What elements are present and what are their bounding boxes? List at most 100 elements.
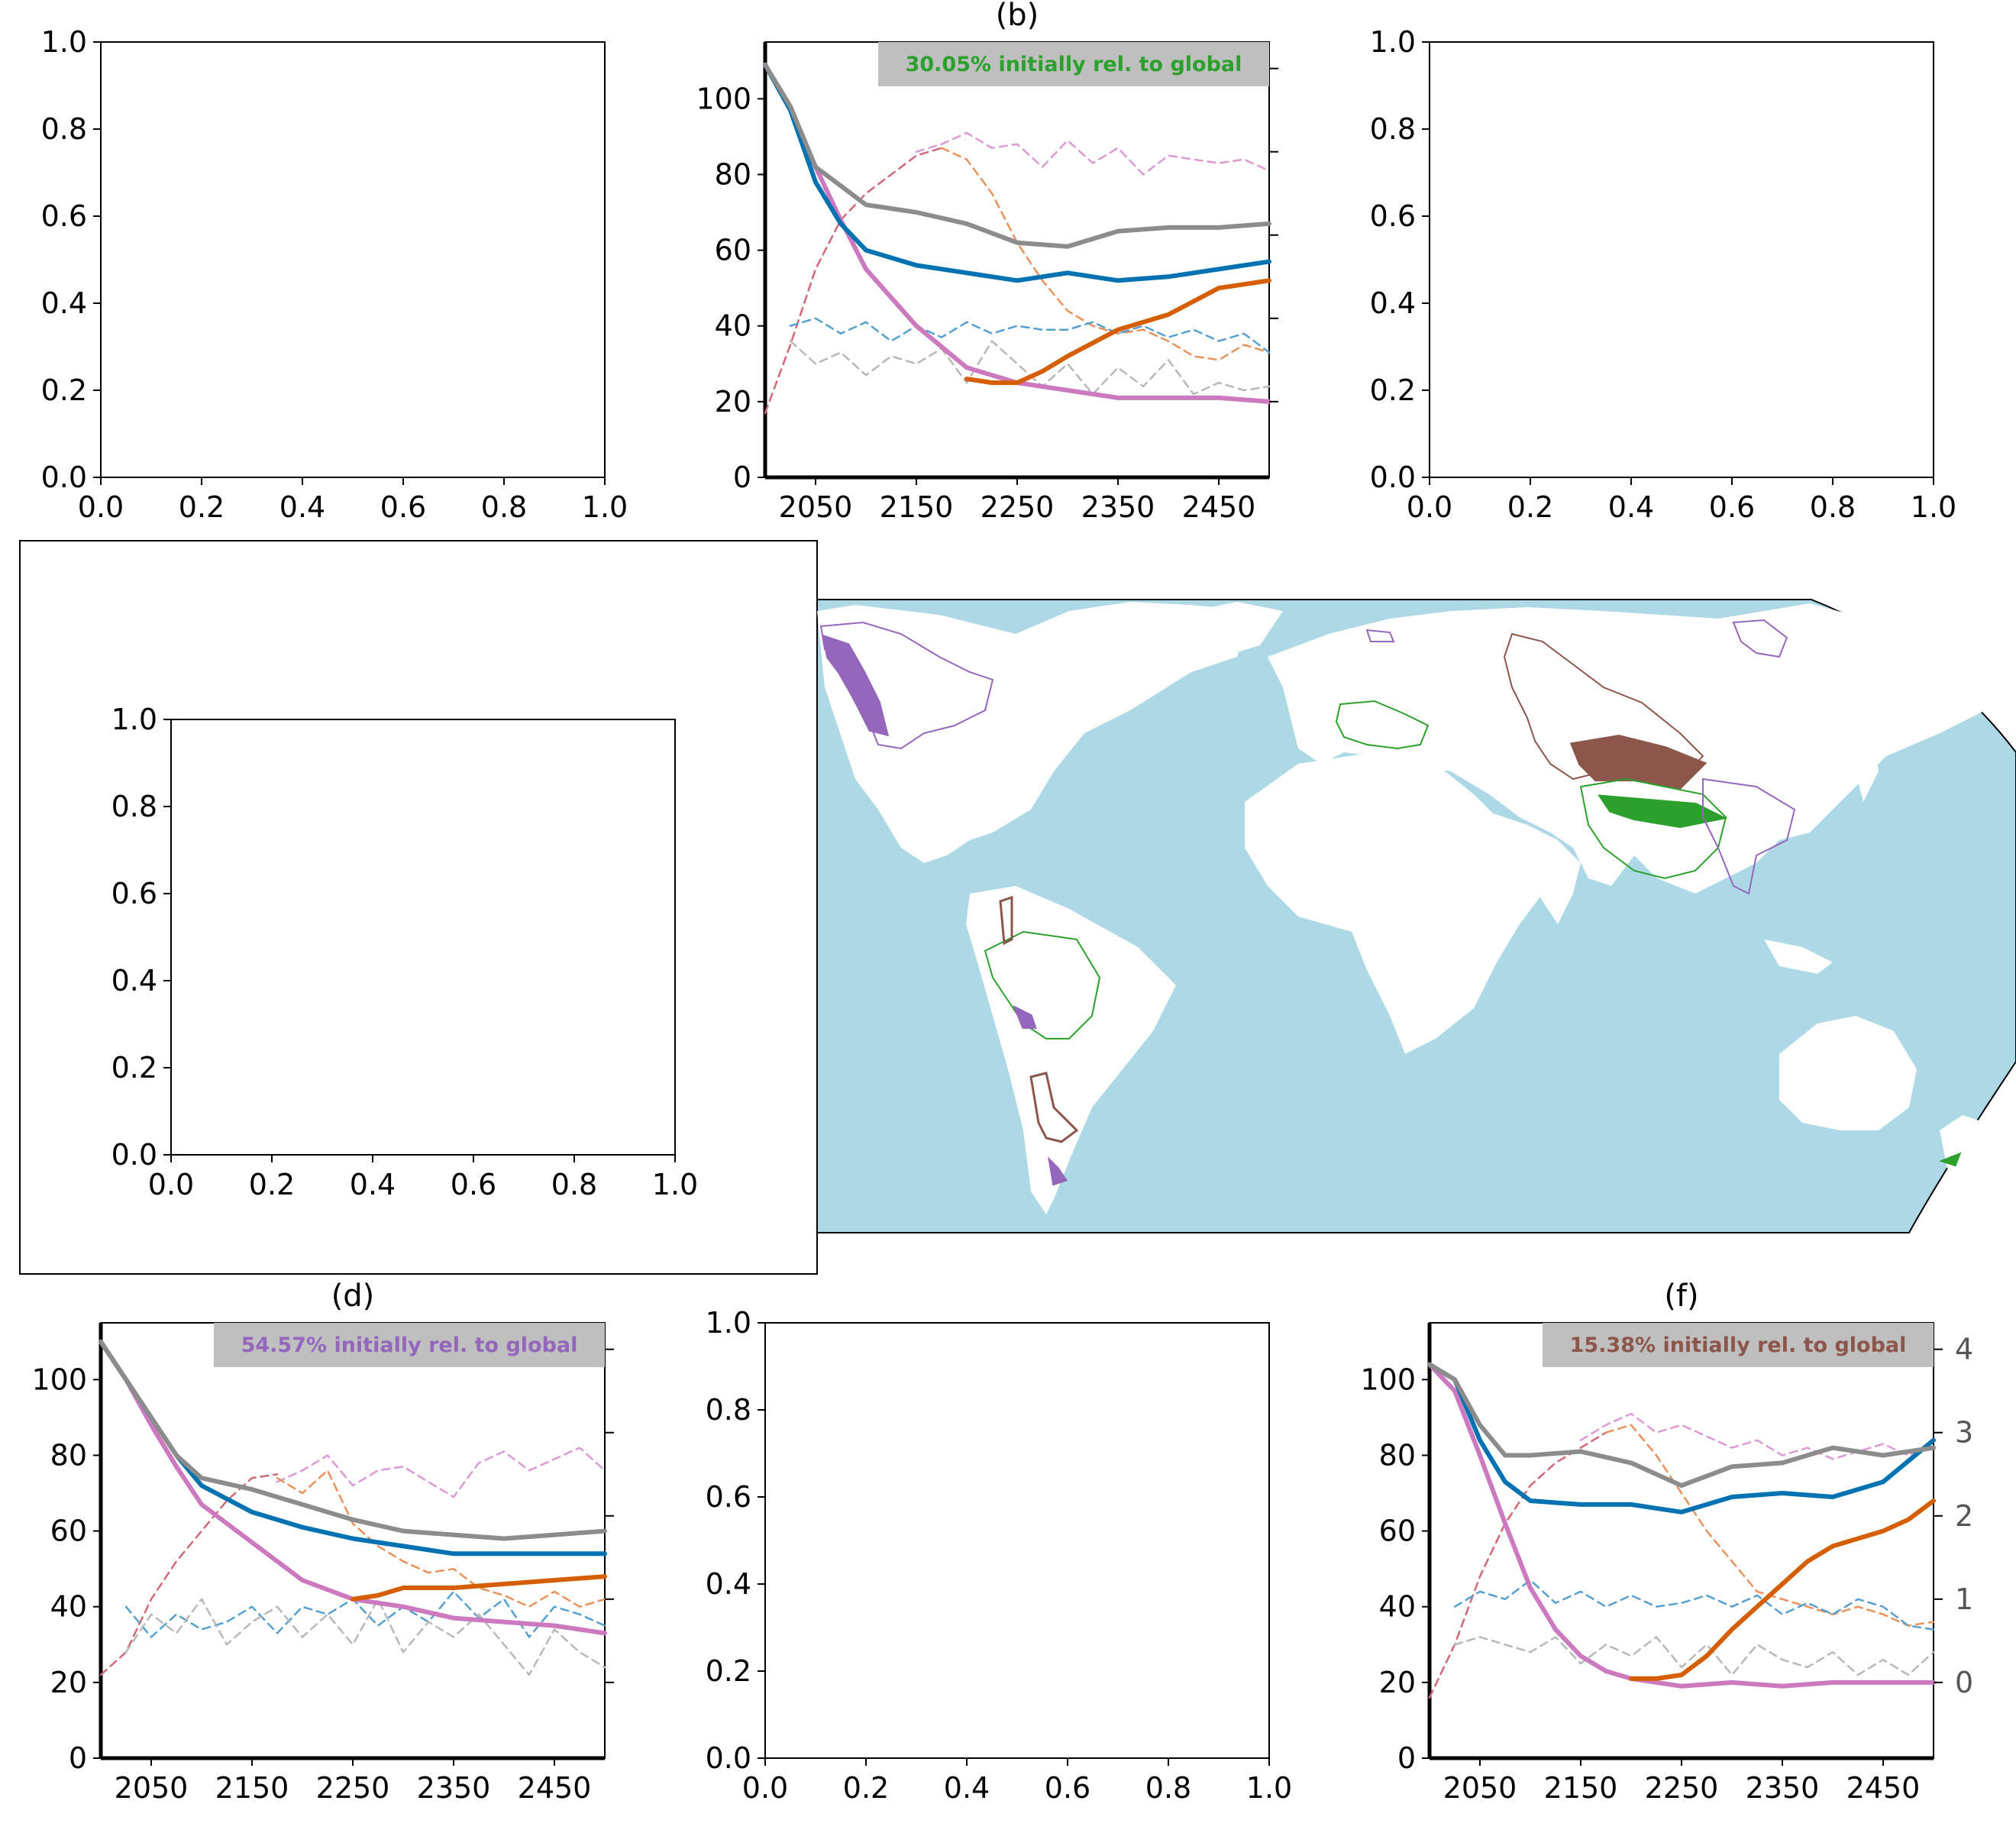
region-purple-na-core	[822, 634, 890, 737]
series-line-gray	[1427, 1362, 1936, 1489]
x-tick-label: 2250	[1645, 1771, 1719, 1805]
region-green-amazon	[984, 930, 1101, 1039]
x-tick-label: 0.2	[249, 1168, 295, 1201]
series-line-gray	[99, 1339, 607, 1541]
x-tick-label: 0.4	[350, 1168, 396, 1201]
series-line-redpink_dash	[764, 147, 943, 414]
x-tick-label: 0.2	[1507, 490, 1553, 524]
series-line-blue	[1427, 1362, 1936, 1515]
series-line-orange	[351, 1574, 607, 1602]
y-tick-label: 0.4	[706, 1567, 751, 1601]
y-tick-label: 40	[50, 1590, 87, 1624]
chart-title: (d)	[331, 1279, 375, 1314]
x-tick-label: 0.8	[481, 490, 527, 524]
annotation-text: 30.05% initially rel. to global	[906, 53, 1242, 76]
right-tick-label: 3	[1955, 1416, 1973, 1450]
x-tick-label: 1.0	[1911, 490, 1956, 524]
chart-title: (b)	[996, 0, 1039, 33]
axes-frame	[100, 41, 606, 478]
x-tick-label: 0.4	[279, 490, 325, 524]
x-tick-label: 2250	[981, 490, 1055, 524]
x-tick-label: 2450	[518, 1771, 592, 1805]
series-line-gray	[763, 62, 1271, 249]
y-tick-label: 40	[715, 309, 751, 343]
chart-b: (b) 2050 2150 2250 2350 2450 0 20 40 60 80 100 30.05…	[696, 0, 1278, 524]
y-tick-label: 0.6	[111, 877, 157, 910]
region-purple-asia	[1702, 777, 1796, 895]
x-tick-label: 0.4	[1608, 490, 1654, 524]
axes-frame	[1429, 41, 1934, 478]
x-tick-label: 1.0	[652, 1168, 698, 1201]
y-tick-label: 0.4	[1370, 286, 1416, 320]
series-line-pink	[1427, 1362, 1936, 1689]
right-tick-label: 4	[1955, 1333, 1973, 1366]
x-tick-label: 2450	[1846, 1771, 1921, 1805]
series-line-pink	[99, 1339, 607, 1636]
chart-title: (f)	[1664, 1279, 1698, 1314]
region-green-asia	[1579, 777, 1727, 880]
x-tick-label: 0.4	[944, 1771, 990, 1805]
x-tick-label: 2150	[215, 1771, 289, 1805]
y-tick-label: 60	[715, 234, 751, 267]
y-tick-label: 0	[733, 461, 751, 494]
y-tick-label: 60	[50, 1515, 87, 1548]
y-tick-label: 0.2	[41, 373, 87, 407]
y-tick-label: 0.0	[706, 1741, 751, 1775]
y-tick-label: 1.0	[1370, 25, 1416, 59]
series-line-lightorange_dash	[940, 147, 1271, 361]
series-line-lightpink_dash	[1579, 1412, 1935, 1460]
y-tick-label: 0.2	[111, 1051, 157, 1085]
y-tick-label: 0.8	[706, 1393, 751, 1427]
x-tick-label: 2350	[1746, 1771, 1820, 1805]
x-tick-label: 2150	[880, 490, 954, 524]
series-line-lightpink_dash	[276, 1447, 606, 1498]
series-line-blue	[763, 62, 1271, 283]
y-tick-label: 0.8	[41, 112, 87, 146]
region-green-nz	[1939, 1152, 1962, 1167]
series-line-lightgray_dash	[1453, 1636, 1935, 1676]
x-tick-label: 2250	[316, 1771, 390, 1805]
y-tick-label: 0.8	[1370, 112, 1416, 146]
y-tick-label: 80	[715, 157, 751, 191]
series-line-lightblue_dash	[124, 1590, 606, 1638]
series-line-lightblue_dash	[1453, 1579, 1935, 1631]
x-tick-label: 2050	[779, 490, 853, 524]
y-tick-label: 0.4	[111, 964, 157, 997]
y-tick-label: 40	[1379, 1590, 1416, 1624]
y-tick-label: 80	[1379, 1438, 1416, 1472]
x-tick-label: 0.8	[1810, 490, 1856, 524]
y-tick-label: 20	[50, 1666, 87, 1699]
x-tick-label: 0.8	[551, 1168, 597, 1201]
series-line-lightblue_dash	[789, 317, 1271, 354]
y-tick-label: 100	[31, 1363, 87, 1396]
x-tick-label: 2150	[1544, 1771, 1618, 1805]
x-tick-label: 0.2	[843, 1771, 889, 1805]
y-tick-label: 0.0	[41, 461, 87, 494]
annotation-box	[214, 1323, 605, 1367]
region-purple-andes	[1013, 1004, 1068, 1186]
right-tick-label: 0	[1955, 1666, 1973, 1699]
x-tick-label: 2350	[1081, 490, 1155, 524]
x-tick-label: 2350	[417, 1771, 491, 1805]
x-tick-label: 1.0	[1246, 1771, 1292, 1805]
y-tick-label: 100	[696, 82, 751, 115]
y-tick-label: 0.0	[111, 1138, 157, 1172]
axes-frame	[170, 719, 676, 1156]
y-tick-label: 80	[50, 1438, 87, 1472]
region-purple-eu-north	[1365, 619, 1788, 658]
axes-frame	[764, 41, 1270, 478]
region-green-eu	[1335, 700, 1430, 750]
y-tick-label: 20	[1379, 1666, 1416, 1699]
x-tick-label: 0.6	[1709, 490, 1755, 524]
y-tick-label: 0	[1397, 1741, 1416, 1775]
y-tick-label: 0.2	[1370, 373, 1416, 407]
x-tick-label: 0.0	[148, 1168, 194, 1201]
x-tick-label: 0.6	[451, 1168, 496, 1201]
series-line-redpink_dash	[99, 1473, 279, 1676]
y-tick-label: 1.0	[41, 25, 87, 59]
annotation-box	[1543, 1323, 1934, 1367]
y-tick-label: 1.0	[706, 1306, 751, 1340]
y-tick-label: 0.8	[111, 790, 157, 823]
world-map	[816, 599, 2016, 1233]
